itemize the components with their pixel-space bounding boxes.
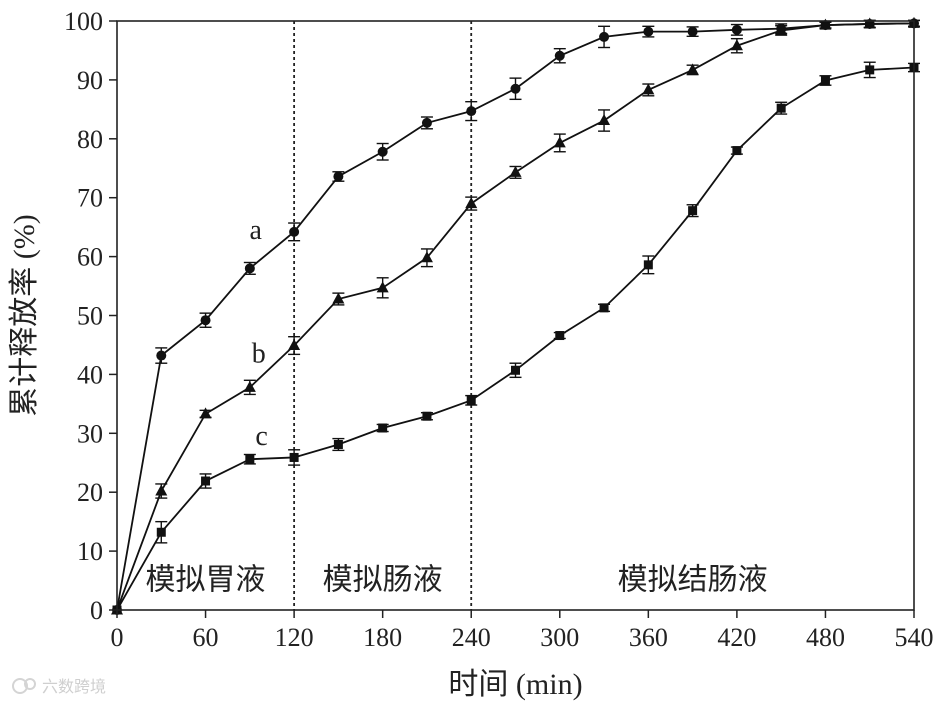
series-line-c [116, 66, 915, 611]
data-point-c [466, 395, 476, 405]
data-point-b [819, 18, 832, 30]
data-point-c [422, 411, 432, 421]
y-tick-label: 80 [77, 125, 103, 154]
data-point-b [642, 83, 655, 95]
data-point-b [465, 197, 478, 209]
data-point-c [245, 454, 255, 464]
data-point-a [643, 26, 654, 37]
data-point-b [598, 114, 611, 126]
y-tick-label: 20 [77, 478, 103, 507]
series-b [111, 16, 920, 615]
y-axis-title: 累计释放率 (%) [8, 214, 41, 416]
data-point-a [466, 106, 477, 117]
y-tick-label: 90 [77, 66, 103, 95]
series-label-c: c [255, 421, 267, 452]
x-tick-label: 540 [895, 623, 934, 652]
x-axis-title: 时间 (min) [448, 668, 582, 701]
y-tick-label: 10 [77, 537, 103, 566]
phase-label: 模拟胃液 [146, 562, 266, 597]
y-tick-label: 30 [77, 419, 103, 448]
data-point-c [378, 423, 388, 433]
data-point-a [554, 50, 565, 61]
data-point-b [376, 281, 389, 293]
series-c [112, 61, 920, 615]
x-tick-label: 480 [806, 623, 845, 652]
x-tick-label: 0 [111, 623, 124, 652]
phase-label: 模拟肠液 [323, 562, 443, 597]
data-point-a [333, 171, 344, 182]
chart-axes: 0 60 120 180 240 300 360 420 480 540 0 10 20 30 40 50 60… [64, 7, 934, 652]
data-point-b [863, 17, 876, 29]
x-tick-label: 360 [629, 623, 668, 652]
data-point-b [686, 63, 699, 75]
watermark-group: 六数跨境 [12, 677, 106, 696]
data-point-a [200, 315, 211, 326]
y-tick-label: 50 [77, 302, 103, 331]
data-point-a [510, 83, 521, 94]
data-point-b [420, 251, 433, 263]
data-point-b [332, 292, 345, 304]
series-a [112, 18, 920, 615]
series-label-a: a [250, 215, 263, 246]
data-point-c [289, 452, 299, 462]
data-point-c [555, 331, 565, 341]
data-point-c [820, 75, 830, 85]
data-point-c [201, 476, 211, 486]
watermark-text: 六数跨境 [42, 677, 106, 696]
y-tick-label: 70 [77, 184, 103, 213]
series-label-b: b [252, 339, 266, 370]
series-line-b [116, 22, 915, 611]
data-point-c [732, 146, 742, 156]
data-point-c [511, 365, 520, 375]
data-point-c [776, 103, 786, 113]
y-tick-label: 0 [90, 596, 103, 625]
data-point-b [553, 136, 566, 148]
data-point-b [199, 407, 212, 419]
data-point-a [599, 31, 610, 42]
series-line-a [116, 22, 915, 611]
data-point-a [687, 26, 698, 37]
x-tick-label: 180 [363, 623, 402, 652]
data-point-b [509, 165, 522, 177]
data-point-b [243, 380, 256, 392]
data-point-b [155, 484, 168, 496]
x-tick-label: 300 [540, 623, 579, 652]
chart-marks: 模拟胃液 模拟肠液 模拟结肠液 a b c [111, 16, 920, 615]
y-tick-label: 60 [77, 243, 103, 272]
y-tick-label: 100 [64, 7, 103, 36]
data-point-b [775, 23, 788, 35]
watermark-logo-icon-b [24, 678, 36, 690]
data-point-a [156, 350, 167, 361]
data-point-c [599, 303, 609, 313]
plot-frame [116, 20, 915, 611]
y-tick-label: 40 [77, 360, 103, 389]
data-point-c [643, 260, 653, 270]
data-point-a [244, 263, 255, 274]
data-point-a [421, 117, 432, 128]
phase-label: 模拟结肠液 [618, 562, 768, 597]
data-point-a [377, 146, 388, 157]
watermark-logo-icon [12, 678, 28, 694]
data-point-c [156, 527, 166, 537]
x-tick-label: 120 [275, 623, 314, 652]
data-point-a [289, 226, 300, 237]
data-point-b [730, 39, 743, 51]
data-point-c [688, 206, 698, 216]
data-point-c [333, 439, 343, 449]
x-tick-label: 420 [717, 623, 756, 652]
x-tick-label: 60 [193, 623, 219, 652]
x-tick-label: 240 [452, 623, 491, 652]
data-point-c [865, 65, 875, 75]
data-point-a [731, 24, 742, 35]
data-point-b [288, 339, 301, 351]
